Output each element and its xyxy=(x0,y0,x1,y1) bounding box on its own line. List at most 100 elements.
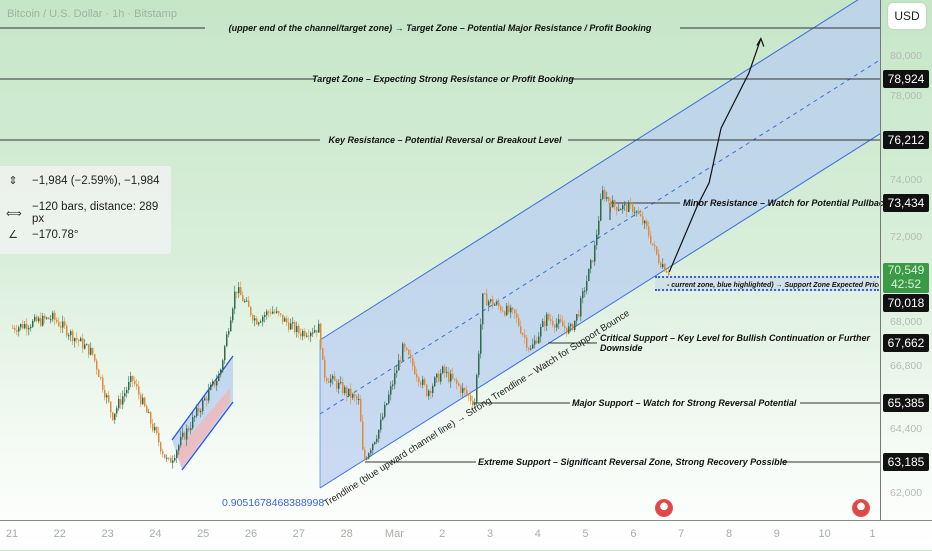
candle xyxy=(422,379,424,385)
candle xyxy=(666,271,668,273)
candle xyxy=(190,428,192,431)
candle xyxy=(498,302,500,307)
candle xyxy=(202,400,204,412)
candle xyxy=(358,399,360,401)
candle xyxy=(186,428,188,440)
arrow-head-icon xyxy=(756,37,765,47)
candle xyxy=(138,386,140,395)
us-flag-event-icon[interactable] xyxy=(852,499,870,517)
candle xyxy=(524,334,526,338)
candle xyxy=(242,295,244,302)
candle xyxy=(194,416,196,418)
candle xyxy=(354,394,356,397)
candle xyxy=(408,349,410,355)
candle xyxy=(106,395,108,398)
price-axis[interactable] xyxy=(880,0,932,520)
currency-button[interactable]: USD xyxy=(888,3,926,29)
candle xyxy=(338,382,340,389)
candle xyxy=(312,332,314,334)
candle xyxy=(304,331,306,337)
candle xyxy=(12,327,14,329)
candle xyxy=(606,196,608,199)
candle xyxy=(178,445,180,451)
candle xyxy=(34,316,36,321)
candle xyxy=(668,272,670,276)
candle xyxy=(298,325,300,334)
candle xyxy=(542,321,544,327)
projection-line[interactable] xyxy=(668,38,762,273)
candle xyxy=(306,335,308,337)
candle xyxy=(360,399,362,422)
candle xyxy=(308,335,310,337)
candle xyxy=(180,436,182,446)
candle xyxy=(256,318,258,325)
annotation-extreme-support[interactable]: Extreme Support – Significant Reversal Z… xyxy=(478,457,788,467)
candle xyxy=(270,312,272,314)
candle xyxy=(508,305,510,313)
annotation-major-support[interactable]: Major Support – Watch for Strong Reversa… xyxy=(572,398,797,408)
candle xyxy=(168,457,170,459)
annotation-key-resistance[interactable]: Key Resistance – Potential Reversal or B… xyxy=(328,135,562,145)
time-tick: 7 xyxy=(678,528,685,540)
candle xyxy=(576,314,578,321)
candle xyxy=(142,397,144,405)
candle xyxy=(442,366,444,374)
candle xyxy=(636,211,638,213)
candle xyxy=(626,204,628,212)
annotation-minor-resistance[interactable]: Minor Resistance – Watch for Potential P… xyxy=(683,198,889,208)
price-tick: 68,000 xyxy=(890,316,923,328)
current-price: 70,549 xyxy=(887,263,925,277)
price-chart[interactable] xyxy=(0,0,880,520)
time-axis[interactable] xyxy=(0,520,932,551)
candle xyxy=(390,386,392,395)
small-channel-lower[interactable] xyxy=(181,401,234,471)
projection-path[interactable] xyxy=(668,37,765,273)
support-zone-box[interactable]: - current zone, blue highlighted) → Supp… xyxy=(655,276,879,291)
price-range-icon: ⇕ xyxy=(8,175,18,187)
candle xyxy=(554,325,556,328)
candle xyxy=(650,235,652,244)
annotation-critical-support[interactable]: Critical Support – Key Level for Bullish… xyxy=(600,333,871,353)
candle xyxy=(412,358,414,366)
candle xyxy=(114,413,116,420)
candle xyxy=(88,344,90,355)
candle xyxy=(522,333,524,335)
candle xyxy=(226,334,228,347)
candle xyxy=(598,220,600,235)
annotation-top-target[interactable]: (upper end of the channel/target zone) →… xyxy=(228,23,652,33)
candle xyxy=(544,321,546,326)
candle xyxy=(656,246,658,255)
candle xyxy=(456,379,458,384)
annotation-target-zone[interactable]: Target Zone – Expecting Strong Resistanc… xyxy=(312,74,574,84)
candle xyxy=(432,386,434,393)
candle xyxy=(246,300,248,302)
candle xyxy=(30,326,32,329)
horizontal-levels[interactable] xyxy=(0,27,880,463)
candle xyxy=(182,432,184,437)
candle xyxy=(284,318,286,322)
candle xyxy=(384,405,386,417)
candle xyxy=(196,408,198,417)
channel-lower-line[interactable] xyxy=(319,101,880,489)
candle xyxy=(26,324,28,330)
candle xyxy=(28,328,30,330)
candle xyxy=(344,387,346,393)
candle xyxy=(556,323,558,328)
candle xyxy=(60,326,62,328)
channel-upper-line[interactable] xyxy=(319,0,880,341)
candle xyxy=(198,408,200,413)
candle xyxy=(466,390,468,395)
candle xyxy=(618,209,620,211)
candle xyxy=(604,190,606,199)
candle xyxy=(436,373,438,378)
candle xyxy=(224,346,226,361)
candle xyxy=(562,321,564,327)
us-flag-event-icon[interactable] xyxy=(655,499,673,517)
candle xyxy=(336,380,338,389)
time-tick: 8 xyxy=(725,528,733,540)
candle xyxy=(438,373,440,382)
candle xyxy=(250,306,252,315)
candle xyxy=(558,319,560,324)
measure-tooltip: ⇕ −1,984 (−2.59%), −1,984 ⟺ −120 bars, dis… xyxy=(0,166,171,254)
ascending-channel[interactable] xyxy=(319,0,880,489)
